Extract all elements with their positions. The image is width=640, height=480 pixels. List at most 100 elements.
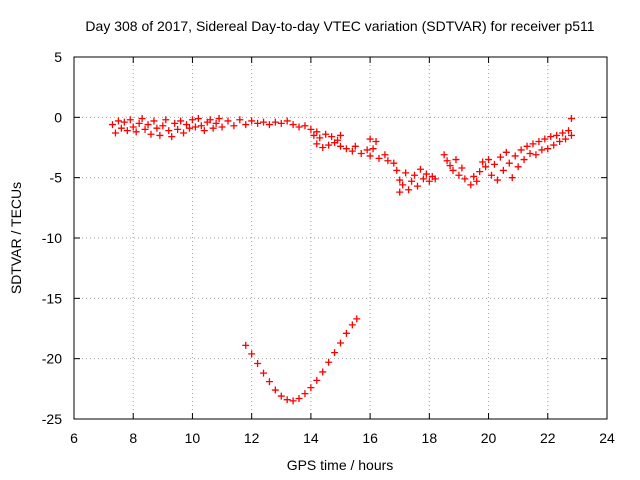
data-point — [271, 386, 279, 394]
data-point — [467, 181, 475, 189]
data-point — [553, 131, 561, 139]
data-point — [461, 175, 469, 183]
data-point — [479, 158, 487, 166]
x-tick-label: 24 — [599, 430, 615, 446]
data-point — [357, 150, 365, 158]
data-point — [567, 131, 575, 139]
data-point — [443, 157, 451, 165]
data-point — [470, 172, 478, 180]
data-point — [156, 131, 164, 139]
data-point — [556, 137, 564, 145]
data-point — [348, 321, 356, 329]
data-point — [126, 116, 134, 124]
grid-lines — [74, 57, 607, 419]
data-point — [485, 156, 493, 164]
data-point — [342, 145, 350, 153]
data-point — [162, 116, 170, 124]
data-point — [505, 159, 513, 167]
data-point — [523, 142, 531, 150]
data-point — [144, 121, 152, 129]
data-point — [405, 186, 413, 194]
data-point — [328, 133, 336, 141]
y-tick-label: 0 — [54, 109, 62, 125]
data-point — [188, 116, 196, 124]
data-point — [419, 175, 427, 183]
x-tick-label: 8 — [129, 430, 137, 446]
data-point — [212, 119, 220, 127]
data-point — [526, 150, 534, 158]
data-point — [396, 176, 404, 184]
x-tick-label: 10 — [185, 430, 201, 446]
data-point — [342, 329, 350, 337]
data-point — [283, 396, 291, 404]
data-point — [123, 127, 131, 135]
x-tick-label: 22 — [540, 430, 556, 446]
data-point — [366, 135, 374, 143]
data-point — [353, 315, 361, 323]
data-point — [532, 151, 540, 159]
data-point — [381, 151, 389, 159]
data-point — [120, 118, 128, 126]
data-point — [384, 157, 392, 165]
data-point — [514, 163, 522, 171]
data-point — [331, 349, 339, 357]
data-point — [159, 122, 167, 130]
data-point — [215, 115, 223, 123]
x-tick-label: 18 — [422, 430, 438, 446]
data-point — [295, 123, 303, 131]
data-point — [396, 188, 404, 196]
x-tick-label: 6 — [70, 430, 78, 446]
data-point — [313, 376, 321, 384]
data-point — [476, 168, 484, 176]
data-point — [337, 142, 344, 150]
y-tick-label: -15 — [42, 290, 62, 306]
data-point — [289, 121, 297, 129]
data-point — [295, 394, 303, 402]
data-point — [422, 170, 430, 178]
data-point — [242, 121, 250, 129]
data-point — [218, 123, 226, 131]
data-point — [363, 146, 371, 154]
data-point — [313, 140, 321, 148]
data-point — [224, 117, 232, 125]
data-point — [132, 128, 140, 136]
data-point — [550, 141, 558, 149]
data-point — [301, 390, 309, 398]
data-point — [331, 139, 339, 147]
data-point — [108, 121, 116, 129]
data-point — [452, 156, 460, 164]
data-point — [236, 116, 244, 124]
data-point — [399, 181, 407, 189]
data-point — [183, 121, 191, 129]
data-point — [496, 153, 504, 161]
data-point — [337, 131, 344, 139]
data-point — [393, 166, 401, 174]
data-point — [111, 129, 119, 137]
data-point — [440, 151, 448, 159]
data-point — [307, 125, 315, 133]
data-point — [431, 175, 439, 183]
y-tick-label: -25 — [42, 411, 62, 427]
data-point — [150, 117, 158, 125]
data-point — [171, 119, 179, 127]
data-point — [369, 145, 377, 153]
data-point — [455, 171, 463, 179]
data-point — [289, 397, 297, 405]
data-point — [180, 129, 188, 137]
data-point — [248, 350, 256, 358]
x-tick-label: 12 — [244, 430, 260, 446]
y-tick-label: -10 — [42, 230, 62, 246]
data-point — [260, 369, 268, 377]
data-point — [177, 117, 185, 125]
data-point — [559, 129, 567, 137]
data-point — [416, 165, 424, 173]
data-point — [254, 119, 262, 127]
data-points — [108, 115, 575, 405]
data-point — [283, 117, 291, 125]
data-point — [114, 117, 122, 125]
data-point — [325, 358, 333, 366]
data-point — [390, 159, 398, 167]
data-point — [209, 124, 217, 132]
data-point — [129, 123, 137, 131]
data-point — [271, 118, 279, 126]
